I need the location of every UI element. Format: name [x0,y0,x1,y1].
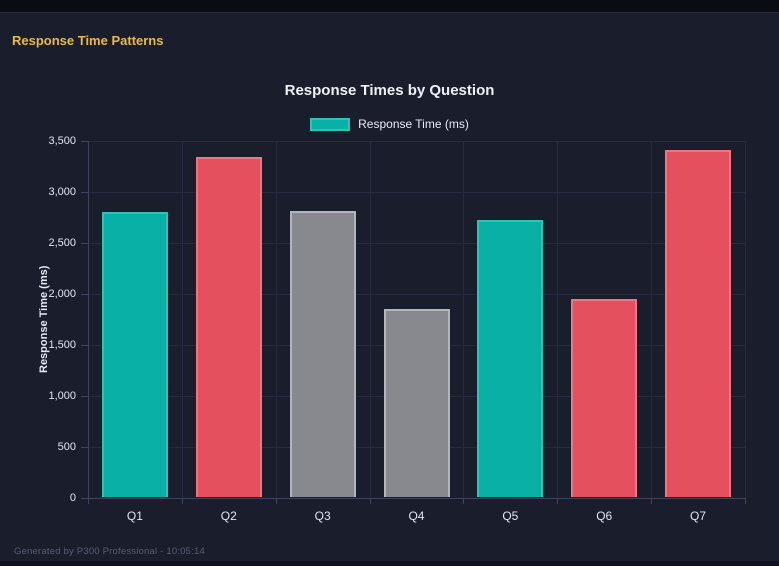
gridline-vertical [275,141,277,498]
gridline-vertical [463,141,465,498]
chart-title: Response Times by Question [284,82,495,99]
gridline-vertical [557,141,559,498]
y-tick-mark [81,141,88,142]
bar-q3[interactable] [289,211,356,497]
y-tick-label: 3,000 [48,186,76,198]
x-tick-mark [557,498,559,504]
gridline-vertical [369,141,371,498]
x-tick-mark [88,498,89,504]
bottom-bar [0,561,779,566]
bar-q7[interactable] [665,150,732,497]
y-tick-mark [81,447,88,448]
x-tick-mark [463,498,465,504]
gridline-vertical [181,141,183,498]
x-tick-label-q3: Q3 [314,509,331,523]
y-tick-mark [81,294,88,295]
gridline-horizontal [88,498,745,499]
y-tick-mark [81,192,88,193]
gridline-horizontal [88,243,745,244]
x-tick-label-q2: Q2 [220,509,237,523]
y-tick-label: 500 [57,441,76,453]
x-tick-label-q6: Q6 [596,509,613,523]
footer-text: Generated by P300 Professional - 10:05:1… [14,546,205,557]
x-tick-mark [745,498,746,504]
bar-q5[interactable] [477,219,544,497]
top-bar [0,0,779,13]
x-tick-label-q5: Q5 [502,509,519,523]
gridline-horizontal [88,294,745,295]
x-tick-mark [369,498,371,504]
bar-q2[interactable] [195,157,262,497]
chart-legend-item[interactable]: Response Time (ms) [0,117,779,131]
x-tick-label-q7: Q7 [690,509,707,523]
x-tick-mark [275,498,277,504]
bar-q4[interactable] [383,309,450,497]
page-title: Response Time Patterns [12,33,164,48]
gridline-horizontal [88,141,745,142]
bar-q6[interactable] [571,299,638,497]
y-tick-label: 0 [69,492,76,504]
plot-area [88,141,746,499]
x-tick-mark [181,498,183,504]
y-tick-label: 3,500 [48,135,76,147]
x-tick-label-q1: Q1 [126,509,143,523]
legend-color-swatch [310,117,351,131]
y-tick-mark [81,345,88,346]
bar-q1[interactable] [101,212,168,497]
x-tick-label-q4: Q4 [408,509,425,523]
legend-label: Response Time (ms) [358,117,469,131]
y-tick-label: 1,000 [48,390,76,402]
y-tick-mark [81,396,88,397]
gridline-vertical [745,141,746,498]
x-tick-mark [651,498,653,504]
gridline-horizontal [88,192,745,193]
y-tick-mark [81,243,88,244]
y-tick-label: 2,000 [48,288,76,300]
y-tick-label: 2,500 [48,237,76,249]
y-tick-label: 1,500 [48,339,76,351]
gridline-vertical [88,141,89,498]
y-tick-mark [81,498,88,499]
gridline-vertical [651,141,653,498]
